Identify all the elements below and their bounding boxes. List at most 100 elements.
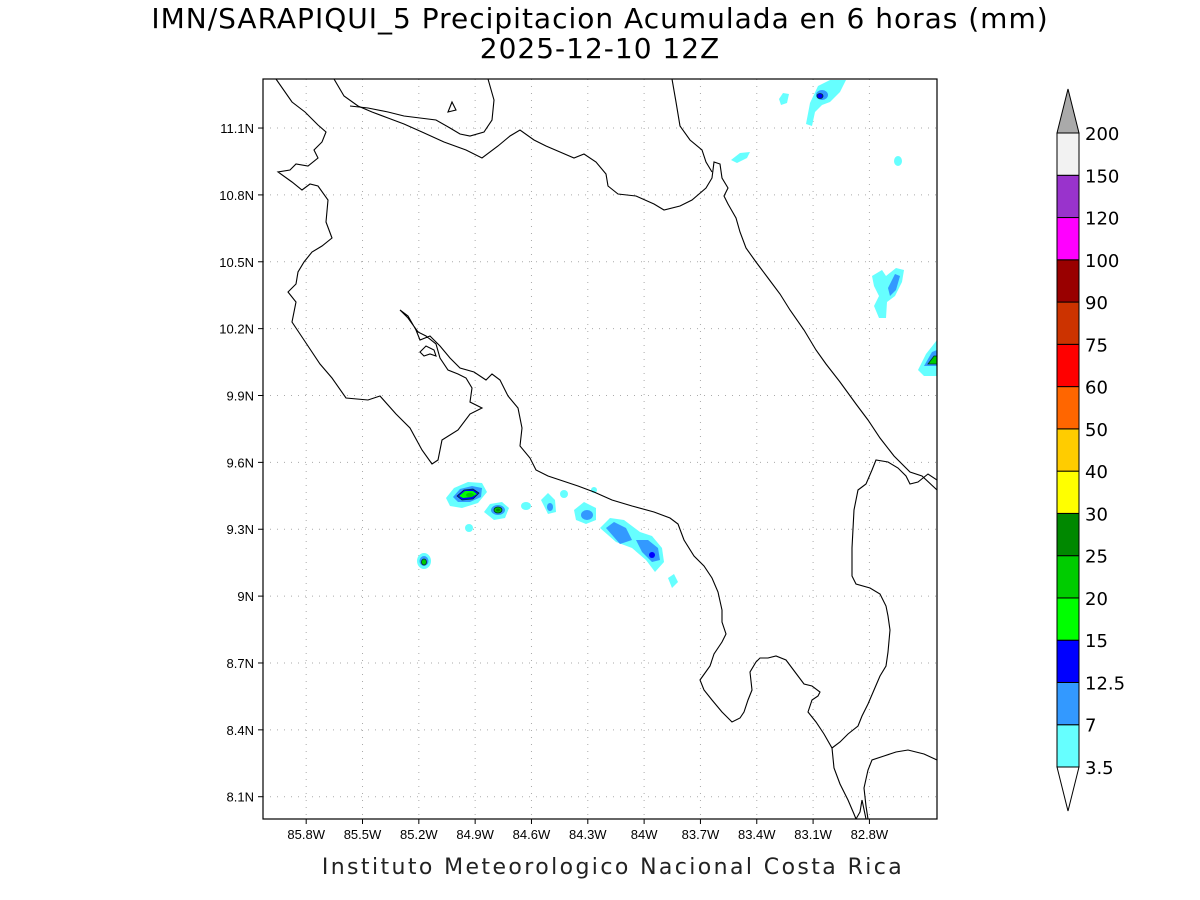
y-tick-label: 9.3N	[227, 522, 254, 537]
colorbar-swatch	[1056, 343, 1080, 388]
gulf-nicoya-island	[419, 345, 437, 357]
east-coast	[671, 79, 713, 173]
x-tick-label: 84W	[631, 827, 658, 842]
colorbar-over-arrow	[1056, 88, 1080, 134]
colorbar-label: 75	[1085, 335, 1108, 356]
footer-credit: Instituto Meteorologico Nacional Costa R…	[321, 855, 905, 880]
precip-contour	[493, 506, 503, 514]
island	[447, 100, 457, 113]
colorbar-label: 100	[1085, 251, 1119, 272]
colorbar-swatch	[1056, 555, 1080, 599]
colorbar-label: 90	[1085, 293, 1108, 314]
coastlines	[275, 79, 937, 819]
north-coast	[333, 79, 937, 491]
x-tick-label: 82.8W	[851, 827, 889, 842]
y-tick-label: 11.1N	[220, 121, 254, 136]
latitude-axis: 11.1N 10.8N 10.5N 10.2N 9.9N 9.6N 9.3N 9N 8.7N 8.…	[219, 121, 263, 805]
map-frame	[262, 78, 938, 820]
precip-blob	[668, 574, 678, 588]
y-tick-label: 10.8N	[219, 188, 254, 203]
precip-blob	[465, 524, 473, 532]
colorbar-label: 7	[1085, 716, 1096, 737]
precip-contour	[927, 355, 937, 365]
precip-blob	[421, 559, 427, 565]
y-tick-label: 8.7N	[227, 656, 254, 671]
precip-contours	[421, 93, 937, 566]
precip-blob	[649, 552, 655, 558]
longitude-axis: 85.8W 85.5W 85.2W 84.9W 84.6W 84.3W 84W 83.7W 83…	[287, 819, 889, 842]
y-tick-label: 9.6N	[227, 455, 254, 470]
precip-blob	[779, 93, 789, 105]
colorbar-label: 25	[1085, 547, 1108, 568]
y-tick-label: 9N	[237, 589, 254, 604]
y-tick-label: 8.4N	[227, 723, 254, 738]
colorbar-swatch	[1056, 386, 1080, 430]
x-tick-label: 85.2W	[400, 827, 438, 842]
colorbar-label: 15	[1085, 631, 1108, 652]
y-tick-label: 10.5N	[219, 255, 254, 270]
colorbar-label: 60	[1085, 378, 1108, 399]
colorbar-label: 200	[1085, 124, 1119, 145]
southern-panama-2	[855, 799, 867, 819]
x-tick-label: 84.9W	[456, 827, 494, 842]
precip-blob	[806, 80, 846, 126]
colorbar-swatch	[1056, 301, 1080, 345]
x-tick-label: 83.7W	[682, 827, 720, 842]
colorbar-swatch	[1056, 174, 1080, 219]
precip-blob	[560, 490, 568, 498]
x-tick-label: 83.4W	[738, 827, 776, 842]
southern-panama	[831, 747, 937, 819]
nicaragua-coast	[275, 79, 937, 749]
y-tick-label: 9.9N	[227, 389, 254, 404]
precip-blob	[466, 492, 474, 498]
precip-blob	[817, 93, 823, 99]
colorbar-swatch	[1056, 132, 1080, 176]
map-title: IMN/SARAPIQUI_5 Precipitacion Acumulada …	[151, 2, 1049, 35]
colorbar: 3.5 7 12.5 15 20 25 30 40 50 60 75 90 100 120 150 200	[1056, 88, 1125, 812]
precip-blob	[541, 493, 556, 514]
colorbar-swatch	[1056, 597, 1080, 641]
colorbar-swatch	[1056, 428, 1080, 472]
precip-blob	[918, 340, 937, 376]
colorbar-label: 20	[1085, 589, 1108, 610]
colorbar-swatch	[1056, 470, 1080, 514]
precip-blob	[521, 502, 531, 510]
colorbar-label: 3.5	[1085, 758, 1114, 779]
colorbar-under-arrow	[1056, 766, 1080, 812]
x-tick-label: 85.5W	[344, 827, 382, 842]
precip-blob	[731, 152, 750, 163]
precip-blob	[928, 356, 937, 364]
precip-blob	[496, 508, 500, 512]
northern-shore	[349, 79, 495, 137]
precip-blob	[872, 268, 904, 318]
colorbar-swatch	[1056, 681, 1080, 726]
colorbar-swatch	[1056, 724, 1080, 768]
colorbar-label: 150	[1085, 166, 1119, 187]
colorbar-swatch	[1056, 259, 1080, 303]
precip-blob	[606, 522, 632, 544]
x-tick-label: 83.1W	[794, 827, 832, 842]
precip-contour	[456, 488, 480, 501]
colorbar-swatch	[1056, 639, 1080, 683]
x-tick-label: 85.8W	[287, 827, 325, 842]
precip-blob	[888, 274, 900, 296]
map-grid	[263, 79, 937, 819]
colorbar-swatch	[1056, 512, 1080, 557]
colorbar-label: 12.5	[1085, 673, 1125, 694]
y-tick-label: 8.1N	[227, 790, 254, 805]
precip-contour	[816, 93, 824, 99]
precip-contour	[421, 558, 427, 566]
precip-blob	[547, 503, 553, 511]
x-tick-label: 84.6W	[513, 827, 551, 842]
colorbar-label: 40	[1085, 462, 1108, 483]
colorbar-label: 50	[1085, 420, 1108, 441]
colorbar-swatch	[1056, 217, 1080, 261]
precip-blob	[581, 510, 593, 520]
precip-blob	[894, 156, 902, 166]
map-valid-time: 2025-12-10 12Z	[479, 32, 721, 65]
x-tick-label: 84.3W	[569, 827, 607, 842]
colorbar-label: 120	[1085, 209, 1119, 230]
colorbar-label: 30	[1085, 504, 1108, 525]
precipitation-field	[417, 80, 937, 588]
